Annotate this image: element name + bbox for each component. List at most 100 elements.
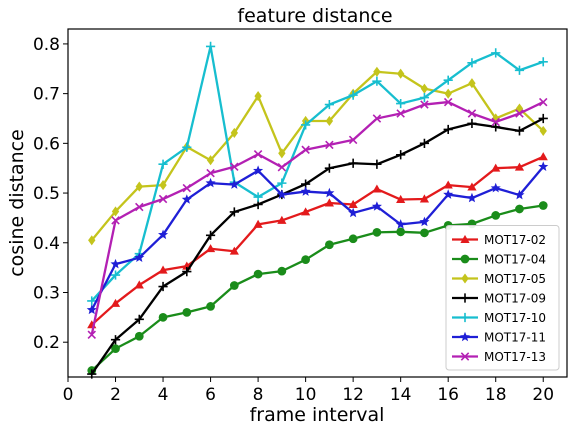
legend-marker bbox=[460, 352, 470, 361]
data-point-mot17-02 bbox=[253, 219, 263, 228]
plot-frame bbox=[67, 28, 568, 378]
data-point-mot17-11 bbox=[86, 304, 97, 315]
data-point-mot17-11 bbox=[419, 216, 430, 227]
data-point-mot17-13 bbox=[158, 194, 168, 204]
plot-area bbox=[86, 41, 549, 379]
legend-item-mot17-04: MOT17-04 bbox=[452, 253, 546, 267]
data-point-mot17-13 bbox=[348, 135, 358, 145]
data-point-mot17-11 bbox=[253, 165, 264, 175]
data-point-mot17-09 bbox=[182, 267, 192, 277]
data-point-mot17-10 bbox=[419, 93, 430, 103]
data-point-mot17-02 bbox=[491, 163, 501, 172]
data-point-mot17-02 bbox=[134, 280, 144, 289]
data-point-mot17-05 bbox=[254, 91, 262, 102]
series-mot17-13 bbox=[87, 97, 548, 339]
legend-marker bbox=[460, 312, 470, 323]
series-line-mot17-02 bbox=[90, 155, 544, 326]
y-tick-label: 0.3 bbox=[33, 283, 60, 303]
data-point-mot17-09 bbox=[324, 163, 334, 173]
data-point-mot17-11 bbox=[134, 252, 145, 262]
x-tick-label: 10 bbox=[295, 385, 317, 405]
data-point-mot17-11 bbox=[395, 219, 406, 229]
data-point-mot17-05 bbox=[444, 88, 452, 99]
data-point-mot17-05 bbox=[468, 78, 476, 89]
y-tick-label: 0.5 bbox=[33, 184, 60, 204]
series-mot17-02 bbox=[87, 152, 548, 329]
x-tick-label: 4 bbox=[158, 385, 169, 405]
x-tick-label: 16 bbox=[437, 385, 459, 405]
data-point-mot17-02 bbox=[110, 298, 121, 307]
series-line-mot17-13 bbox=[90, 100, 544, 335]
x-tick-label: 8 bbox=[253, 385, 264, 405]
data-point-mot17-11 bbox=[466, 192, 477, 203]
y-tick-label: 0.4 bbox=[33, 234, 60, 254]
data-point-mot17-13 bbox=[491, 117, 500, 127]
data-point-mot17-11 bbox=[371, 201, 382, 211]
series-mot17-05 bbox=[88, 66, 547, 246]
data-point-mot17-11 bbox=[490, 182, 501, 193]
data-point-mot17-10 bbox=[182, 142, 192, 152]
data-point-mot17-04 bbox=[420, 228, 429, 238]
series-mot17-10 bbox=[87, 41, 548, 306]
data-point-mot17-09 bbox=[348, 158, 358, 168]
series-line-mot17-09 bbox=[90, 117, 544, 375]
data-point-mot17-02 bbox=[229, 246, 239, 255]
data-point-mot17-13 bbox=[87, 330, 97, 339]
legend-marker bbox=[460, 234, 470, 243]
legend-marker bbox=[461, 273, 469, 284]
legend-label: MOT17-10 bbox=[484, 311, 546, 325]
data-point-mot17-04 bbox=[372, 227, 382, 237]
y-tick-label: 0.8 bbox=[33, 35, 60, 55]
x-tick-label: 6 bbox=[205, 385, 216, 405]
data-point-mot17-11 bbox=[276, 189, 287, 199]
data-point-mot17-09 bbox=[419, 138, 430, 148]
series-line-mot17-10 bbox=[90, 45, 544, 302]
legend-item-mot17-11: MOT17-11 bbox=[452, 331, 546, 345]
y-tick-label: 0.6 bbox=[33, 134, 60, 154]
data-point-mot17-05 bbox=[420, 83, 429, 94]
legend-label: MOT17-05 bbox=[484, 272, 546, 286]
data-point-mot17-10 bbox=[301, 120, 311, 130]
y-tick-label: 0.2 bbox=[33, 333, 60, 353]
data-point-mot17-10 bbox=[324, 99, 334, 110]
data-point-mot17-02 bbox=[324, 198, 334, 207]
legend-item-mot17-10: MOT17-10 bbox=[452, 311, 546, 325]
data-point-mot17-11 bbox=[514, 189, 525, 200]
data-point-mot17-05 bbox=[325, 115, 334, 127]
data-point-mot17-02 bbox=[372, 184, 382, 193]
y-tick-label: 0.7 bbox=[33, 85, 60, 105]
x-axis: 0 2 4 6 8 10 12 14 16 18 20 bbox=[63, 377, 554, 405]
data-point-mot17-09 bbox=[372, 159, 382, 169]
data-point-mot17-13 bbox=[372, 114, 382, 123]
data-point-mot17-13 bbox=[135, 202, 144, 212]
data-point-mot17-10 bbox=[467, 58, 477, 68]
x-axis-title: frame interval bbox=[250, 404, 385, 426]
data-point-mot17-02 bbox=[538, 152, 548, 161]
x-tick-label: 2 bbox=[110, 385, 121, 405]
y-axis: 0.2 0.3 0.4 0.5 0.6 0.7 0.8 bbox=[33, 35, 68, 353]
data-point-mot17-05 bbox=[373, 66, 381, 77]
legend-box bbox=[445, 225, 560, 371]
data-point-mot17-02 bbox=[158, 265, 168, 274]
data-point-mot17-10 bbox=[87, 296, 97, 306]
data-point-mot17-10 bbox=[514, 65, 525, 75]
data-point-mot17-13 bbox=[111, 216, 120, 225]
data-point-mot17-10 bbox=[491, 48, 501, 58]
data-point-mot17-13 bbox=[325, 140, 334, 150]
data-point-mot17-04 bbox=[491, 211, 501, 220]
x-tick-label: 12 bbox=[342, 385, 364, 405]
data-point-mot17-13 bbox=[301, 145, 310, 155]
data-point-mot17-09 bbox=[514, 126, 525, 136]
series-mot17-11 bbox=[86, 161, 549, 315]
data-point-mot17-13 bbox=[253, 150, 263, 159]
legend-item-mot17-05: MOT17-05 bbox=[452, 272, 546, 286]
data-point-mot17-10 bbox=[158, 159, 168, 169]
legend-item-mot17-09: MOT17-09 bbox=[452, 292, 546, 306]
data-point-mot17-05 bbox=[135, 181, 143, 192]
data-point-mot17-05 bbox=[159, 180, 167, 191]
data-point-mot17-13 bbox=[538, 97, 548, 107]
data-point-mot17-04 bbox=[134, 331, 144, 341]
data-point-mot17-11 bbox=[205, 177, 216, 188]
data-point-mot17-02 bbox=[348, 199, 358, 208]
